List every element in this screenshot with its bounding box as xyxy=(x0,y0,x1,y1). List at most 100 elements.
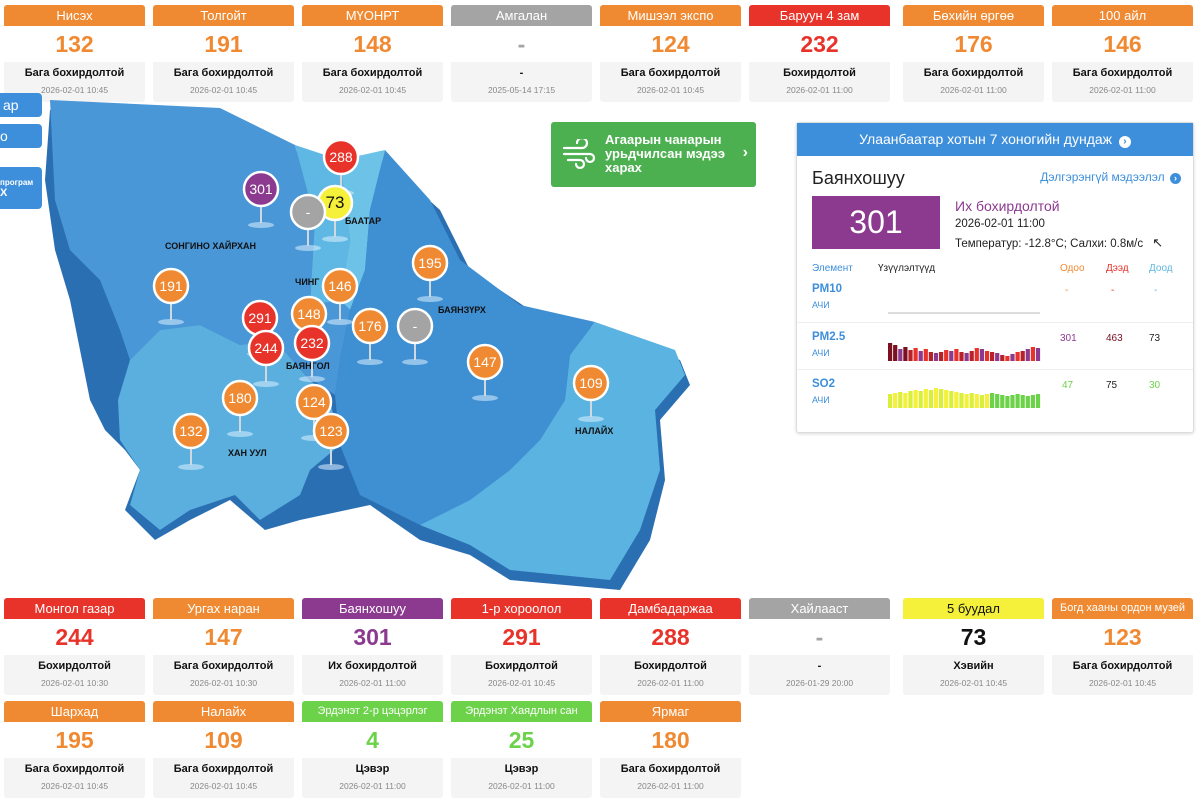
station-name: Дамбадаржаа xyxy=(600,598,741,619)
forecast-button[interactable]: Агаарын чанарын урьдчилсан мэдээ харах › xyxy=(551,122,756,187)
station-card[interactable]: 100 айл 146 Бага бохирдолтой 2026-02-01 11:… xyxy=(1052,5,1193,102)
pin-value: 148 xyxy=(297,306,321,322)
so2-min: 30 xyxy=(1149,380,1161,391)
sparkline-bar xyxy=(979,349,984,361)
map-pin[interactable]: 288 xyxy=(322,138,360,196)
station-card[interactable]: Эрдэнэт Хаядлын сан 25 Цэвэр 2026-02-01 11:… xyxy=(451,701,592,798)
station-name: Богд хааны ордон музей xyxy=(1052,598,1193,619)
sparkline-bar xyxy=(1035,348,1041,361)
station-timestamp: 2025-05-14 17:15 xyxy=(487,85,556,95)
so2-max: 75 xyxy=(1106,380,1118,391)
station-name: Баруун 4 зам xyxy=(749,5,890,26)
station-card[interactable]: Эрдэнэт 2-р цэцэрлэг 4 Цэвэр 2026-02-01 11:… xyxy=(302,701,443,798)
map-pin[interactable]: 195 xyxy=(411,244,449,302)
detail-info-link[interactable]: Дэлгэрэнгүй мэдээлэл › xyxy=(1040,170,1181,184)
left-edge-button-1[interactable]: ар xyxy=(0,93,42,117)
pin-shadow xyxy=(322,236,348,242)
station-info-panel: Улаанбаатар хотын 7 хоногийн дундаж › Ба… xyxy=(796,122,1194,433)
sparkline-bar xyxy=(923,349,928,361)
station-card[interactable]: Налайх 109 Бага бохирдолтой 2026-02-01 10:4… xyxy=(153,701,294,798)
station-card[interactable]: Богд хааны ордон музей 123 Бага бохирдолто… xyxy=(1052,598,1193,695)
station-aqi-value: 147 xyxy=(153,619,294,655)
station-card[interactable]: Шархад 195 Бага бохирдолтой 2026-02-01 10:4… xyxy=(4,701,145,798)
sparkline-bar xyxy=(1000,395,1005,408)
station-aqi-value: 244 xyxy=(4,619,145,655)
selected-station-aqi: 301 xyxy=(812,196,940,249)
map-pin[interactable]: 147 xyxy=(466,343,504,401)
pin-shadow xyxy=(318,464,344,470)
region-khan-uul[interactable] xyxy=(118,325,340,530)
label-khan-uul: ХАН УУЛ xyxy=(228,448,267,458)
map-pin[interactable]: 191 xyxy=(152,267,190,325)
sparkline-bar xyxy=(933,388,939,408)
station-card[interactable]: Ярмаг 180 Бага бохирдолтой 2026-02-01 11:00 xyxy=(600,701,741,798)
station-card[interactable]: Баруун 4 зам 232 Бохирдолтой 2026-02-01 11:… xyxy=(749,5,890,102)
sparkline-bar xyxy=(969,393,974,408)
station-aqi-value: 146 xyxy=(1052,26,1193,62)
station-name: Ярмаг xyxy=(600,701,741,722)
station-card[interactable]: Баянхошуу 301 Их бохирдолтой 2026-02-01 11:… xyxy=(302,598,443,695)
pin-marker xyxy=(172,412,210,450)
region-nalaikh[interactable] xyxy=(420,322,685,580)
station-timestamp: 2026-02-01 10:30 xyxy=(40,678,109,688)
station-card[interactable]: Амгалан - -2025-05-14 17:15 xyxy=(451,5,592,102)
station-aqi-value: 109 xyxy=(153,722,294,758)
map-pin[interactable]: - xyxy=(396,307,434,365)
pollutant-row-so2[interactable]: SO2 АЧИ 47 75 30 xyxy=(797,369,1193,416)
station-card[interactable]: Бөхийн өргөө 176 Бага бохирдолтой 2026-02-0… xyxy=(903,5,1044,102)
left-edge-button-2[interactable]: о xyxy=(0,124,42,148)
station-name: 100 айл xyxy=(1052,5,1193,26)
map-pin[interactable]: 176 xyxy=(351,307,389,365)
map-pin[interactable]: 109 xyxy=(572,364,610,422)
station-status: Бага бохирдолтой xyxy=(173,763,274,775)
sparkline-bar xyxy=(888,343,893,361)
station-name: Шархад xyxy=(4,701,145,722)
map-pin[interactable]: 73 xyxy=(316,184,354,242)
left-edge-button-app[interactable]: програм Х xyxy=(0,167,42,209)
selected-station-name: Баянхошуу xyxy=(812,168,905,188)
sparkline-bar xyxy=(1030,395,1035,408)
station-card[interactable]: 1-р хороолол 291 Бохирдолтой 2026-02-01 10:… xyxy=(451,598,592,695)
weekly-average-link[interactable]: Улаанбаатар хотын 7 хоногийн дундаж › xyxy=(797,123,1193,156)
pollutant-row-pm10[interactable]: PM10 АЧИ - - - xyxy=(797,275,1193,322)
map-pin[interactable]: 232 xyxy=(293,324,331,382)
map-pin[interactable]: 123 xyxy=(312,412,350,470)
sparkline-bar xyxy=(903,347,908,361)
sparkline-bar xyxy=(1020,351,1025,361)
station-card[interactable]: Нисэх 132 Бага бохирдолтой 2026-02-01 10:45 xyxy=(4,5,145,102)
station-card[interactable]: МҮОНРТ 148 Бага бохирдолтой 2026-02-01 10:4… xyxy=(302,5,443,102)
city-map[interactable]: СОНГИНО ХАЙРХАН ЧИНГ БААТАР БАЯНЗҮРХ БАЯ… xyxy=(40,100,720,595)
pin-marker xyxy=(152,267,190,305)
station-card[interactable]: Монгол газар 244 Бохирдолтой 2026-02-01 10:… xyxy=(4,598,145,695)
pin-marker xyxy=(351,307,389,345)
pollutant-row-pm25[interactable]: PM2.5 АЧИ 301 463 73 xyxy=(797,322,1193,369)
station-card[interactable]: Хайлааст - -2026-01-29 20:00 xyxy=(749,598,890,695)
map-pin[interactable]: 132 xyxy=(172,412,210,470)
map-pin[interactable]: 301 xyxy=(242,170,280,228)
pin-shadow xyxy=(299,376,325,382)
sparkline-bar xyxy=(1035,394,1041,408)
pin-shadow xyxy=(248,222,274,228)
pin-marker xyxy=(312,412,350,450)
pin-value: 195 xyxy=(418,255,442,271)
station-card[interactable]: Толгойт 191 Бага бохирдолтой 2026-02-01 10:… xyxy=(153,5,294,102)
station-card[interactable]: Ургах наран 147 Бага бохирдолтой 2026-02-01… xyxy=(153,598,294,695)
station-status: Бага бохирдолтой xyxy=(173,67,274,79)
station-card[interactable]: Мишээл экспо 124 Бага бохирдолтой 2026-02-0… xyxy=(600,5,741,102)
map-pin[interactable]: 146 xyxy=(321,267,359,325)
station-card[interactable]: 5 буудал 73 Хэвийн 2026-02-01 10:45 xyxy=(903,598,1044,695)
label-nalaikh: НАЛАЙХ xyxy=(575,425,613,436)
region-sukhbaatar[interactable] xyxy=(340,150,385,310)
pin-value: 244 xyxy=(254,340,278,356)
map-pin[interactable]: - xyxy=(289,193,327,251)
station-name: Монгол газар xyxy=(4,598,145,619)
region-songinokhairkhan[interactable] xyxy=(50,100,315,360)
map-pin[interactable]: 180 xyxy=(221,379,259,437)
pm10-sparkline xyxy=(888,312,1040,314)
station-aqi-value: 301 xyxy=(302,619,443,655)
station-card[interactable]: Дамбадаржаа 288 Бохирдолтой 2026-02-01 11:0… xyxy=(600,598,741,695)
station-status: Бага бохирдолтой xyxy=(173,660,274,672)
map-pin[interactable]: 244 xyxy=(247,329,285,387)
region-bayanzurkh[interactable] xyxy=(335,150,595,525)
